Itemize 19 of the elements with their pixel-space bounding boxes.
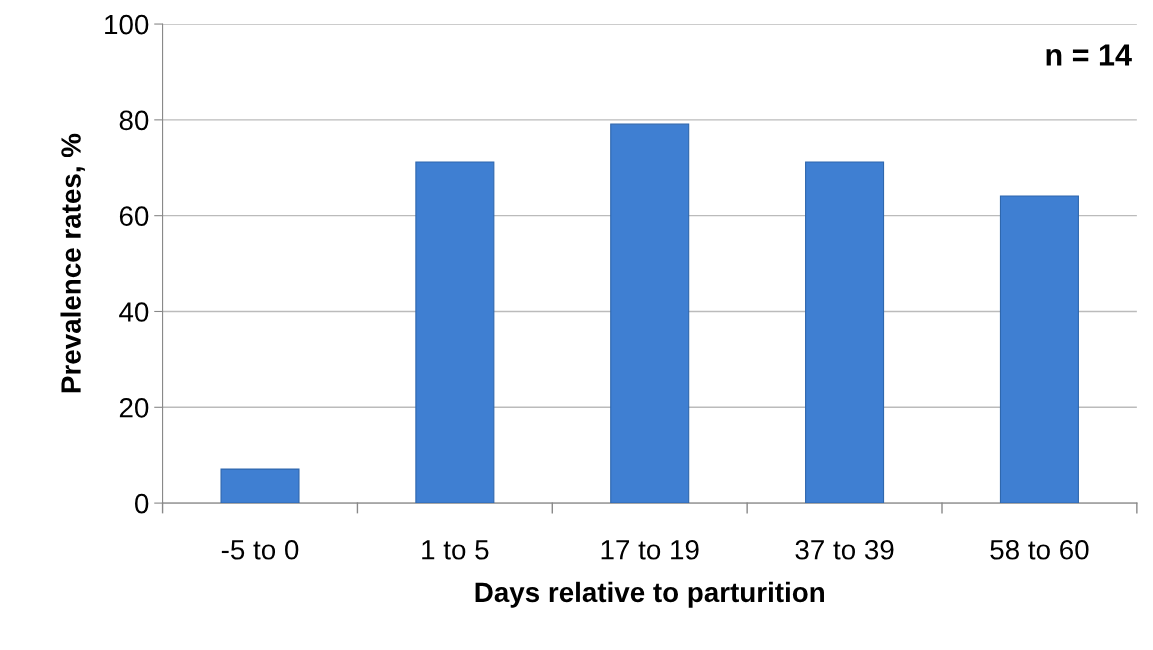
x-tick-label: -5 to 0 (221, 539, 299, 560)
bar (415, 161, 495, 504)
x-tick-label: 17 to 19 (601, 539, 699, 560)
bar (999, 195, 1079, 504)
bar (610, 123, 690, 504)
x-tick-label: 1 to 5 (422, 540, 489, 560)
y-axis-title: Prevalence rates, % (60, 133, 85, 393)
y-tick-label: 40 (119, 302, 149, 322)
bar (805, 161, 885, 504)
bar (220, 468, 300, 504)
annotation: n = 14 (1046, 44, 1132, 66)
y-tick-label: 20 (119, 397, 149, 418)
y-tick-label: 0 (135, 493, 149, 514)
y-tick-label: 100 (105, 14, 149, 35)
y-tick-label: 80 (119, 110, 149, 131)
x-tick-label: 37 to 39 (795, 539, 894, 560)
x-tick-label: 58 to 60 (990, 539, 1089, 560)
x-axis-title: Days relative to parturition (475, 581, 824, 608)
y-tick-label: 60 (119, 206, 149, 227)
